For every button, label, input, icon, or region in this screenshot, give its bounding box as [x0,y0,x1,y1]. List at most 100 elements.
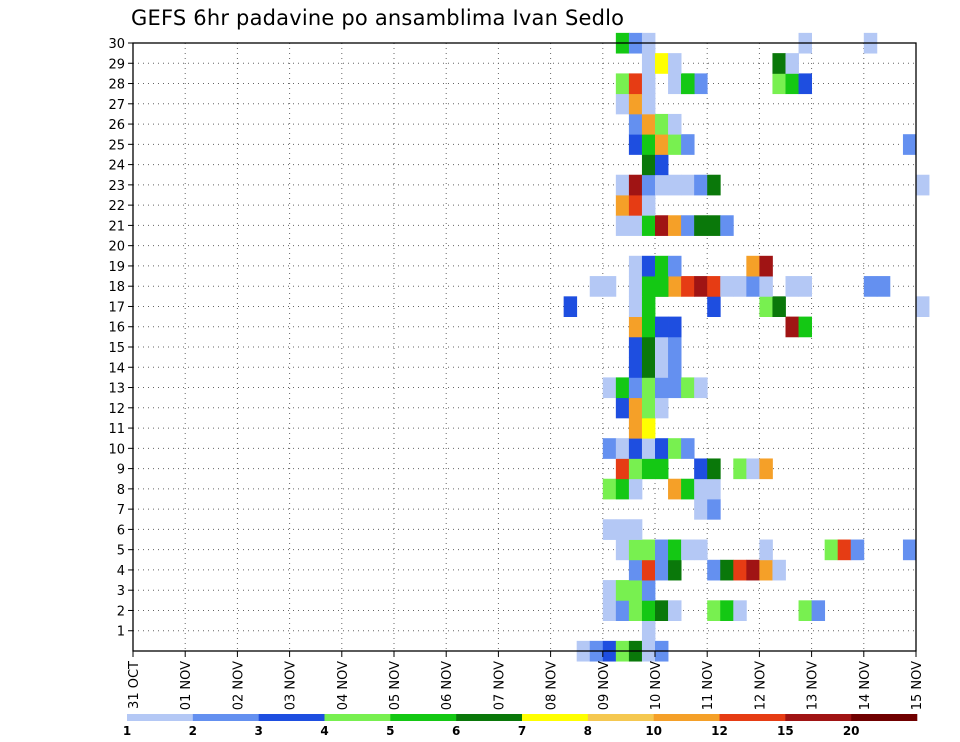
x-tick-label: 14 NOV [858,661,873,710]
data-cell [694,458,708,480]
x-tick-label: 05 NOV [388,661,403,710]
data-cell [628,417,643,439]
y-tick-label: 16 [108,321,125,336]
y-tick-label: 25 [108,138,125,153]
legend-label: 20 [843,724,860,738]
y-tick-label: 17 [108,300,125,315]
y-tick-label: 7 [117,503,125,518]
data-cell [628,377,643,399]
legend-swatch [522,714,589,721]
data-cell [641,113,656,135]
y-tick-label: 30 [108,37,125,52]
x-tick-label: 11 NOV [701,661,716,710]
data-cell [681,438,695,459]
data-cell [602,519,617,540]
data-cell [641,357,656,378]
legend-swatch [127,714,194,721]
data-cell [655,438,669,459]
data-cell [628,559,643,581]
data-cell [837,539,852,561]
data-cell [746,559,760,581]
legend-label: 5 [386,724,394,738]
data-cell [628,438,643,459]
data-cell [628,600,643,621]
data-cell [668,600,682,621]
legend-swatch [390,714,457,721]
data-cell [615,377,630,399]
y-tick-label: 13 [108,382,125,397]
data-cell [641,580,656,601]
data-cell [641,215,656,236]
data-cell [602,377,617,399]
legend-swatch [324,714,391,721]
data-cell [563,296,578,317]
data-cell [655,53,669,74]
data-cell [641,600,656,621]
data-cell [628,134,643,155]
data-cell [824,539,839,561]
data-cell [759,255,773,277]
data-cell [641,134,656,155]
y-tick-label: 14 [108,361,125,376]
color-legend: 1 2 3 4 5 6 7 8 10 12 15 20 [123,714,918,738]
legend-swatch [587,714,654,721]
data-cell [785,316,799,338]
x-axis: 31 OCT 01 NOV 02 NOV 03 NOV 04 NOV 05 NOV 06 N… [127,651,925,710]
data-cell [641,539,656,561]
data-cell [681,478,695,500]
y-tick-label: 15 [108,341,125,356]
x-tick-label: 08 NOV [545,661,560,710]
y-axis: 1234567891011121314151617181920212223242… [108,37,133,640]
data-cell [655,174,669,196]
legend-swatch [851,714,918,721]
data-cell [694,174,708,196]
legend-label: 8 [584,724,592,738]
legend-label: 4 [320,724,328,738]
data-cell [916,174,930,196]
data-cell [641,438,656,459]
data-cell [641,417,656,439]
legend-swatch [192,714,259,721]
data-cell [615,519,630,540]
data-cell [707,458,721,480]
x-tick-label: 02 NOV [231,661,246,710]
data-cell [641,620,656,642]
data-cell [628,174,643,196]
x-tick-label: 10 NOV [649,661,664,710]
data-cell [615,600,630,621]
data-cell [772,296,786,317]
data-cell [628,73,643,95]
chart-title: GEFS 6hr padavine po ansamblima Ivan Sed… [131,6,625,30]
data-cell [641,53,656,74]
data-cell [720,600,734,621]
y-tick-label: 8 [117,483,125,498]
y-tick-label: 11 [108,422,125,437]
legend-swatch [258,714,325,721]
data-cell [655,458,669,480]
data-cell [772,559,786,581]
data-cell [655,215,669,236]
data-cell [641,174,656,196]
data-cell [668,174,682,196]
data-cell [759,276,773,297]
y-tick-label: 27 [108,98,125,113]
x-tick-label: 12 NOV [753,661,768,710]
data-cell [707,600,721,621]
data-cell [798,316,812,338]
data-cell [746,255,760,277]
data-cell [641,255,656,277]
x-tick-label: 04 NOV [336,661,351,710]
data-cell [628,255,643,277]
data-cell [641,73,656,95]
y-tick-label: 20 [108,240,125,255]
data-cell [707,559,721,581]
data-cell [602,438,617,459]
data-cell [681,377,695,399]
data-cell [668,255,682,277]
legend-swatch [785,714,852,721]
data-cell [655,154,669,176]
y-tick-label: 29 [108,57,125,72]
data-cell [668,377,682,399]
y-tick-label: 21 [108,219,125,234]
